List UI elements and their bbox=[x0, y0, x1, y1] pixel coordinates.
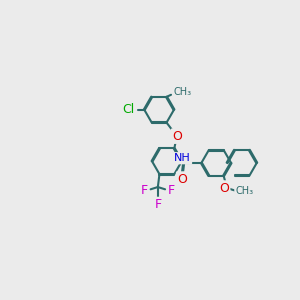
Text: F: F bbox=[141, 184, 148, 197]
Text: CH₃: CH₃ bbox=[235, 186, 254, 196]
Text: F: F bbox=[154, 198, 161, 211]
Text: CH₃: CH₃ bbox=[174, 87, 192, 97]
Text: O: O bbox=[219, 182, 229, 194]
Text: O: O bbox=[172, 130, 182, 143]
Text: O: O bbox=[177, 172, 187, 185]
Text: NH: NH bbox=[174, 153, 191, 163]
Text: Cl: Cl bbox=[122, 103, 134, 116]
Text: F: F bbox=[168, 184, 175, 197]
